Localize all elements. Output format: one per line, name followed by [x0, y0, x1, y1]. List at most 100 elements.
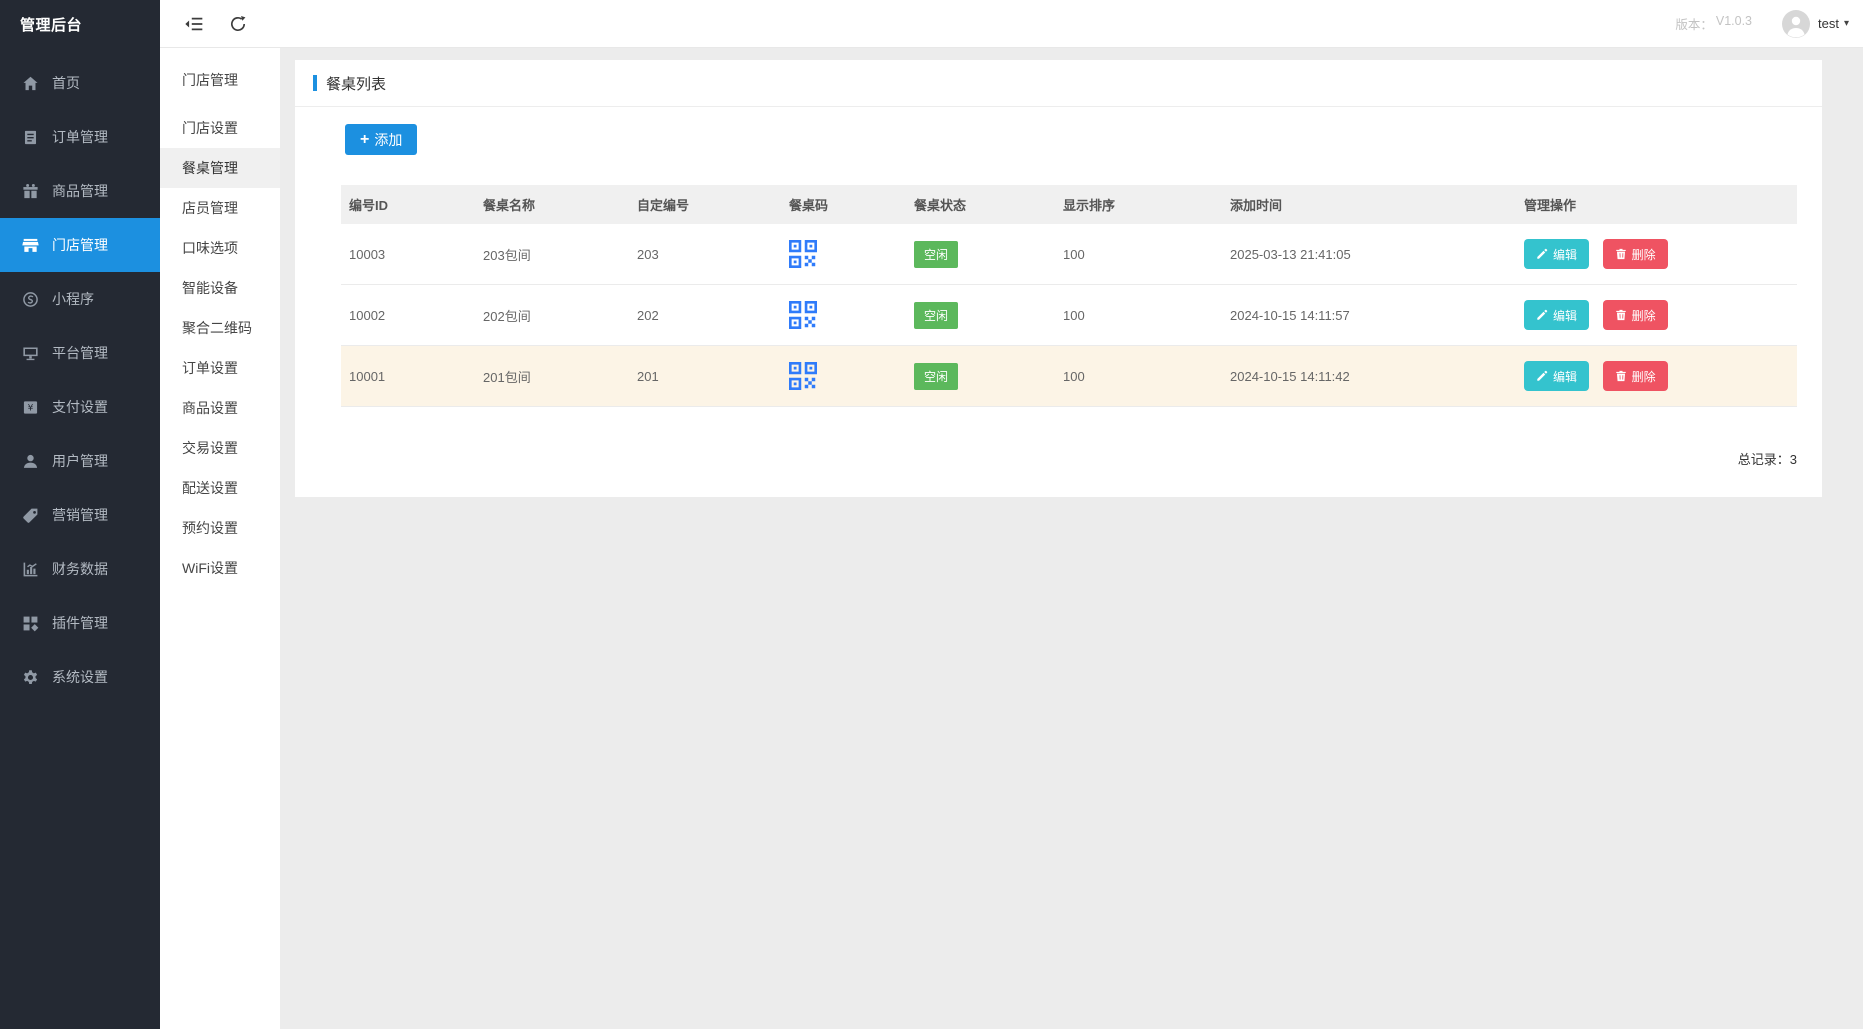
cell-sort: 100: [1063, 307, 1085, 323]
cell-status: 空闲: [906, 240, 1055, 268]
submenu-item-delivery-settings[interactable]: 配送设置: [182, 480, 238, 496]
cell-time: 2025-03-13 21:41:05: [1230, 246, 1351, 262]
sidebar-item-users[interactable]: 用户管理: [0, 434, 160, 488]
delete-button[interactable]: 删除: [1602, 361, 1668, 391]
sidebar-item-label: 门店管理: [52, 237, 108, 253]
submenu-item-aggregate-qrcode[interactable]: 聚合二维码: [182, 320, 252, 336]
edit-button-label: 编辑: [1553, 308, 1578, 323]
edit-button-label: 编辑: [1553, 369, 1578, 384]
sidebar-item-payment[interactable]: ¥ 支付设置: [0, 380, 160, 434]
content-card: 餐桌列表 + 添加 编号ID 餐桌名称 自定编号 餐桌码 餐桌状态 显示排序 添…: [295, 60, 1822, 497]
table-row: 10001 201包间 201 空闲 100 2024-10-15 14:11:…: [341, 346, 1797, 407]
cell-time: 2024-10-15 14:11:57: [1230, 307, 1350, 323]
sidebar-item-platform[interactable]: 平台管理: [0, 326, 160, 380]
cell-qrcode: [781, 240, 906, 268]
qrcode-icon[interactable]: [789, 362, 817, 390]
cell-actions: 编辑 删除: [1516, 300, 1797, 330]
avatar: [1782, 9, 1810, 38]
submenu-item-wifi-settings[interactable]: WiFi设置: [182, 560, 238, 576]
submenu-item-staff-management[interactable]: 店员管理: [182, 200, 238, 216]
svg-text:¥: ¥: [28, 403, 34, 413]
sidebar-item-home[interactable]: 首页: [0, 56, 160, 110]
plugin-icon: [22, 615, 39, 632]
cell-actions: 编辑 删除: [1516, 361, 1797, 391]
sidebar-item-orders[interactable]: 订单管理: [0, 110, 160, 164]
delete-button-label: 删除: [1631, 247, 1656, 262]
sidebar-item-label: 商品管理: [52, 183, 108, 199]
sidebar-item-label: 支付设置: [52, 399, 108, 415]
orders-icon: [22, 129, 39, 146]
table-header-row: 编号ID 餐桌名称 自定编号 餐桌码 餐桌状态 显示排序 添加时间 管理操作: [341, 185, 1797, 224]
user-menu[interactable]: test ▾: [1782, 9, 1849, 38]
add-button[interactable]: + 添加: [345, 124, 418, 155]
cell-name: 202包间: [483, 308, 531, 324]
sidebar-item-label: 首页: [52, 75, 80, 91]
edit-button[interactable]: 编辑: [1524, 239, 1590, 269]
column-header-id: 编号ID: [349, 198, 389, 213]
submenu-item-order-settings[interactable]: 订单设置: [182, 360, 238, 376]
records-summary: 总记录：3: [341, 449, 1797, 468]
card-body: + 添加 编号ID 餐桌名称 自定编号 餐桌码 餐桌状态 显示排序 添加时间 管…: [295, 107, 1822, 468]
sidebar-item-plugins[interactable]: 插件管理: [0, 596, 160, 650]
topbar-right: 版本： V1.0.3 test ▾: [1675, 9, 1849, 38]
cell-code: 202: [637, 307, 659, 323]
edit-button-label: 编辑: [1553, 247, 1578, 262]
submenu-item-store-settings[interactable]: 门店设置: [182, 120, 238, 136]
delete-button[interactable]: 删除: [1602, 239, 1668, 269]
trash-icon: [1615, 309, 1626, 321]
sidebar-item-miniprogram[interactable]: 小程序: [0, 272, 160, 326]
table-row: 10003 203包间 203 空闲 100 2025-03-13 21:41:…: [341, 224, 1797, 285]
status-badge: 空闲: [914, 301, 959, 329]
collapse-menu-icon[interactable]: [184, 15, 204, 33]
submenu-item-table-management[interactable]: 餐桌管理: [160, 148, 280, 188]
sidebar-item-products[interactable]: 商品管理: [0, 164, 160, 218]
submenu-item-flavor-options[interactable]: 口味选项: [182, 240, 238, 256]
version-value: V1.0.3: [1715, 14, 1752, 28]
total-records-value: 3: [1789, 452, 1797, 467]
cell-code: 203: [637, 246, 659, 262]
edit-button[interactable]: 编辑: [1524, 361, 1590, 391]
column-header-sort: 显示排序: [1063, 198, 1116, 213]
cell-sort: 100: [1063, 368, 1085, 384]
gift-icon: [22, 183, 39, 200]
sidebar-item-marketing[interactable]: 营销管理: [0, 488, 160, 542]
column-header-actions: 管理操作: [1524, 198, 1577, 213]
submenu-item-store-management[interactable]: 门店管理: [182, 72, 238, 88]
delete-button[interactable]: 删除: [1602, 300, 1668, 330]
submenu-item-smart-devices[interactable]: 智能设备: [182, 280, 238, 296]
card-header: 餐桌列表: [295, 60, 1822, 107]
version-label: 版本：: [1675, 18, 1713, 32]
status-badge: 空闲: [914, 240, 959, 268]
page-title: 餐桌列表: [326, 75, 387, 93]
refresh-icon[interactable]: [228, 15, 248, 33]
home-icon: [22, 75, 39, 92]
sidebar-item-label: 订单管理: [52, 129, 108, 145]
user-icon: [22, 453, 39, 470]
title-accent-bar: [313, 75, 317, 91]
cell-code: 201: [637, 368, 659, 384]
edit-button[interactable]: 编辑: [1524, 300, 1590, 330]
miniprogram-icon: [22, 291, 39, 308]
submenu-item-reservation-settings[interactable]: 预约设置: [182, 520, 238, 536]
topbar: 版本： V1.0.3 test ▾: [160, 0, 1863, 48]
cell-id: 10002: [349, 307, 386, 323]
sidebar-item-finance[interactable]: 财务数据: [0, 542, 160, 596]
pencil-icon: [1537, 370, 1548, 381]
add-button-label: 添加: [374, 131, 403, 148]
delete-button-label: 删除: [1631, 369, 1656, 384]
sidebar-item-store[interactable]: 门店管理: [0, 218, 160, 272]
submenu-item-product-settings[interactable]: 商品设置: [182, 400, 238, 416]
total-records-label: 总记录：: [1737, 452, 1790, 467]
column-header-name: 餐桌名称: [483, 198, 536, 213]
app-title: 管理后台: [20, 16, 83, 34]
cell-status: 空闲: [906, 362, 1055, 390]
submenu-item-trade-settings[interactable]: 交易设置: [182, 440, 238, 456]
cell-id: 10001: [349, 368, 386, 384]
gear-icon: [22, 669, 39, 686]
cell-qrcode: [781, 301, 906, 329]
qrcode-icon[interactable]: [789, 240, 817, 268]
sidebar-item-settings[interactable]: 系统设置: [0, 650, 160, 704]
qrcode-icon[interactable]: [789, 301, 817, 329]
tag-icon: [22, 507, 39, 524]
status-badge: 空闲: [914, 362, 959, 390]
